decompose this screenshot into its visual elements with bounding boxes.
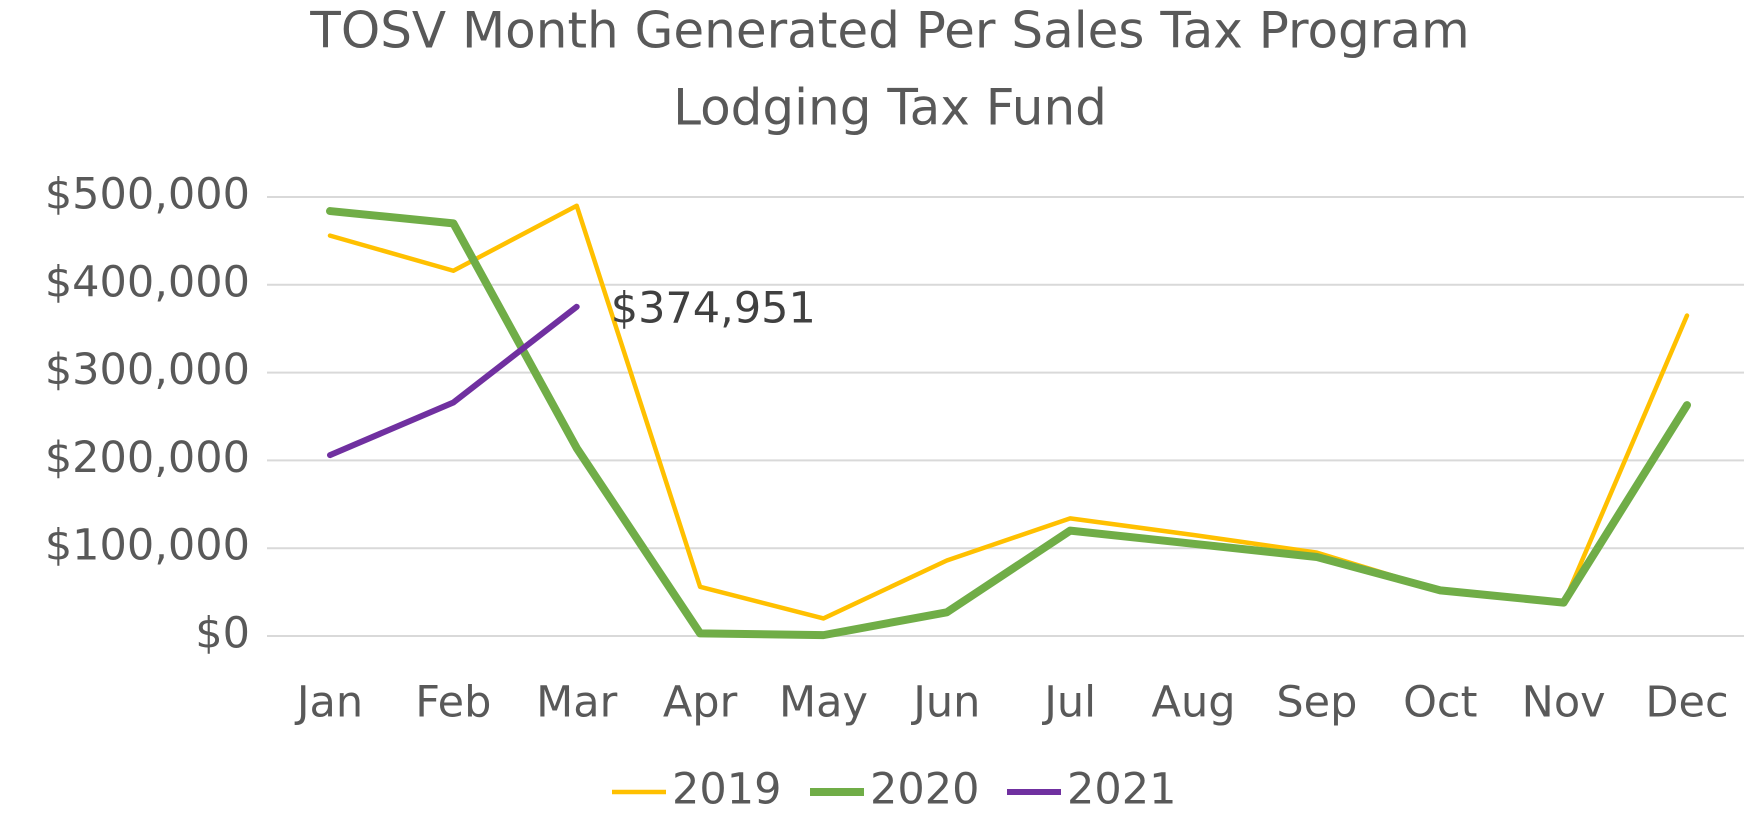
y-tick-label: $300,000	[45, 345, 250, 395]
y-tick-label: $100,000	[45, 521, 250, 571]
x-tick-label: Apr	[663, 678, 738, 728]
x-tick-label: Mar	[536, 678, 617, 728]
x-tick-label: Aug	[1152, 678, 1236, 728]
data-label: $374,951	[611, 283, 816, 333]
chart-title: TOSV Month Generated Per Sales Tax Progr…	[309, 2, 1469, 60]
x-tick-label: May	[779, 678, 868, 728]
x-tick-label: Jan	[294, 678, 363, 728]
y-tick-label: $200,000	[45, 433, 250, 483]
y-tick-label: $500,000	[45, 170, 250, 220]
x-tick-label: Nov	[1522, 678, 1606, 728]
y-tick-label: $0	[195, 609, 250, 659]
x-tick-label: Sep	[1276, 678, 1357, 728]
x-tick-label: Feb	[415, 678, 491, 728]
series-line	[327, 203, 1690, 621]
chart-subtitle: Lodging Tax Fund	[673, 79, 1107, 137]
y-tick-label: $400,000	[45, 257, 250, 307]
x-tick-label: Dec	[1645, 678, 1728, 728]
x-tick-label: Jun	[910, 678, 980, 728]
legend-label: 2019	[672, 765, 781, 814]
series-line	[326, 207, 1691, 640]
x-tick-label: Oct	[1403, 678, 1477, 728]
legend-label: 2021	[1067, 765, 1176, 814]
x-tick-label: Jul	[1041, 678, 1096, 728]
series-line	[327, 303, 580, 459]
legend-label: 2020	[870, 765, 979, 814]
